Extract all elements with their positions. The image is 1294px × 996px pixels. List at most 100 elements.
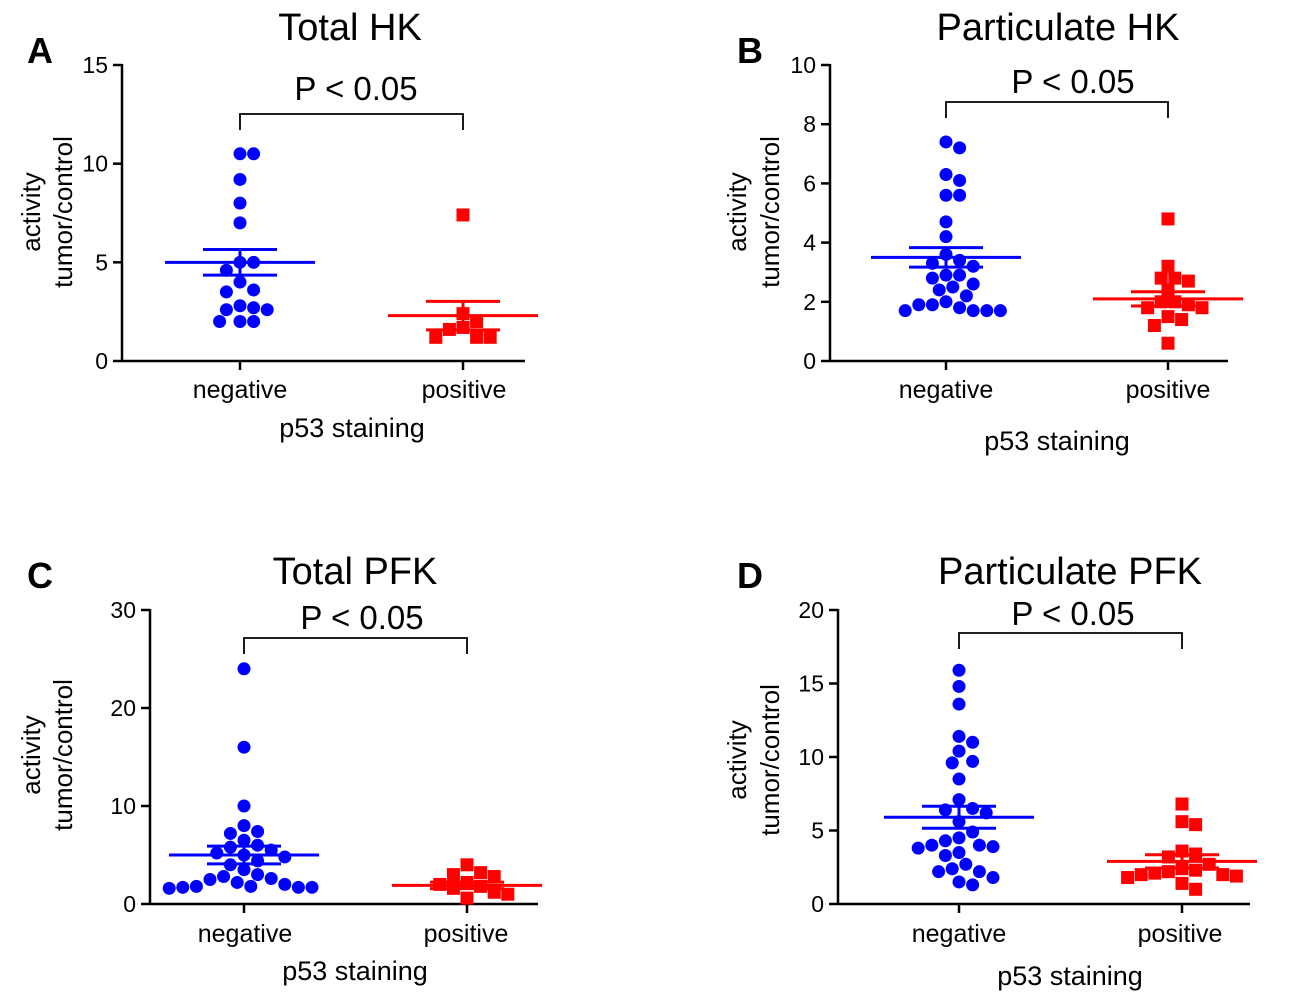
data-point-negative xyxy=(219,285,233,299)
data-point-negative xyxy=(260,303,274,317)
data-point-positive xyxy=(446,868,460,882)
data-point-negative xyxy=(939,268,953,282)
data-point-positive xyxy=(1147,318,1161,332)
y-tick-label: 0 xyxy=(95,348,108,374)
data-point-positive xyxy=(470,315,484,329)
data-point-negative xyxy=(993,304,1007,318)
x-axis-label: p53 staining xyxy=(984,426,1130,456)
y-tick-label: 0 xyxy=(811,891,824,917)
data-point-positive xyxy=(1175,313,1189,327)
data-point-negative xyxy=(162,881,176,895)
data-point-positive xyxy=(1141,301,1155,315)
data-point-negative xyxy=(278,850,292,864)
data-point-positive xyxy=(483,330,497,344)
data-point-negative xyxy=(237,833,251,847)
data-point-negative xyxy=(939,188,953,202)
data-point-negative xyxy=(952,831,966,845)
data-point-positive xyxy=(474,866,488,880)
data-point-negative xyxy=(939,168,953,182)
data-point-negative xyxy=(237,863,251,877)
y-tick-label: 10 xyxy=(798,744,824,770)
y-tick-label: 0 xyxy=(123,891,136,917)
data-point-negative xyxy=(966,304,980,318)
y-tick-label: 5 xyxy=(811,818,824,844)
panel-letter: B xyxy=(737,30,763,71)
panel-letter: C xyxy=(27,555,53,596)
data-point-positive xyxy=(1121,871,1135,885)
data-point-negative xyxy=(945,862,959,876)
chart-title: Total PFK xyxy=(273,551,438,593)
data-point-negative xyxy=(966,735,980,749)
data-point-negative xyxy=(233,172,247,186)
data-point-negative xyxy=(953,141,967,155)
data-point-negative xyxy=(966,801,980,815)
data-point-negative xyxy=(938,834,952,848)
data-point-negative xyxy=(939,215,953,229)
data-point-negative xyxy=(898,304,912,318)
data-point-negative xyxy=(251,824,265,838)
significance-bracket xyxy=(945,101,1169,118)
data-point-negative xyxy=(233,315,247,329)
panel-a: A Total HK P < 0.05 activity tumor/contr… xyxy=(16,7,538,443)
data-point-negative xyxy=(945,756,959,770)
data-point-positive xyxy=(1189,863,1203,877)
data-point-negative xyxy=(952,772,966,786)
data-point-negative xyxy=(939,295,953,309)
x-tick-label-negative: negative xyxy=(899,376,994,404)
data-point-positive xyxy=(460,891,474,905)
data-point-negative xyxy=(233,216,247,230)
data-point-negative xyxy=(966,277,980,291)
significance-bracket xyxy=(958,632,1183,649)
y-tick-label: 6 xyxy=(803,170,816,196)
data-point-negative xyxy=(952,875,966,889)
data-point-positive xyxy=(1161,212,1175,226)
y-tick-label: 15 xyxy=(798,671,824,697)
y-axis-label-line1: activity xyxy=(16,172,46,251)
data-point-positive xyxy=(1148,866,1162,880)
data-point-negative xyxy=(251,868,265,882)
data-point-positive xyxy=(460,858,474,872)
data-point-negative xyxy=(925,298,939,312)
data-point-negative xyxy=(230,875,244,889)
data-point-positive xyxy=(470,330,484,344)
data-point-negative xyxy=(219,263,233,277)
data-point-negative xyxy=(237,662,251,676)
data-point-negative xyxy=(966,754,980,768)
data-point-negative xyxy=(952,679,966,693)
data-point-positive xyxy=(456,208,470,222)
x-tick-label-negative: negative xyxy=(193,376,288,404)
data-point-positive xyxy=(1189,818,1203,832)
significance-bracket xyxy=(243,637,468,654)
data-point-negative xyxy=(952,729,966,743)
data-point-negative xyxy=(244,879,258,893)
data-point-negative xyxy=(986,871,1000,885)
data-point-negative xyxy=(952,663,966,677)
plot-area: 0 2 4 6 8 10 xyxy=(790,52,1243,374)
data-point-negative xyxy=(952,744,966,758)
data-point-negative xyxy=(305,880,319,894)
data-point-positive xyxy=(1161,259,1175,273)
y-tick-label: 10 xyxy=(110,793,136,819)
y-tick-label: 8 xyxy=(803,111,816,137)
y-axis-label-line1: activity xyxy=(722,172,752,251)
significance-label: P < 0.05 xyxy=(1011,63,1134,100)
data-point-negative xyxy=(203,873,217,886)
significance-label: P < 0.05 xyxy=(300,599,423,636)
data-point-negative xyxy=(291,880,305,894)
data-point-negative xyxy=(189,879,203,893)
data-point-negative xyxy=(912,298,926,312)
data-point-positive xyxy=(1161,336,1175,350)
data-point-negative xyxy=(925,271,939,285)
data-point-positive xyxy=(1175,797,1189,811)
data-point-negative xyxy=(264,872,278,886)
data-point-negative xyxy=(247,301,261,315)
data-point-negative xyxy=(953,173,967,187)
data-point-negative xyxy=(953,301,967,315)
y-tick-label: 5 xyxy=(95,249,108,275)
significance-label: P < 0.05 xyxy=(294,70,417,107)
data-point-positive xyxy=(1134,868,1148,882)
y-tick-label: 20 xyxy=(798,597,824,623)
data-point-negative xyxy=(952,793,966,807)
x-tick-label-negative: negative xyxy=(198,920,293,948)
